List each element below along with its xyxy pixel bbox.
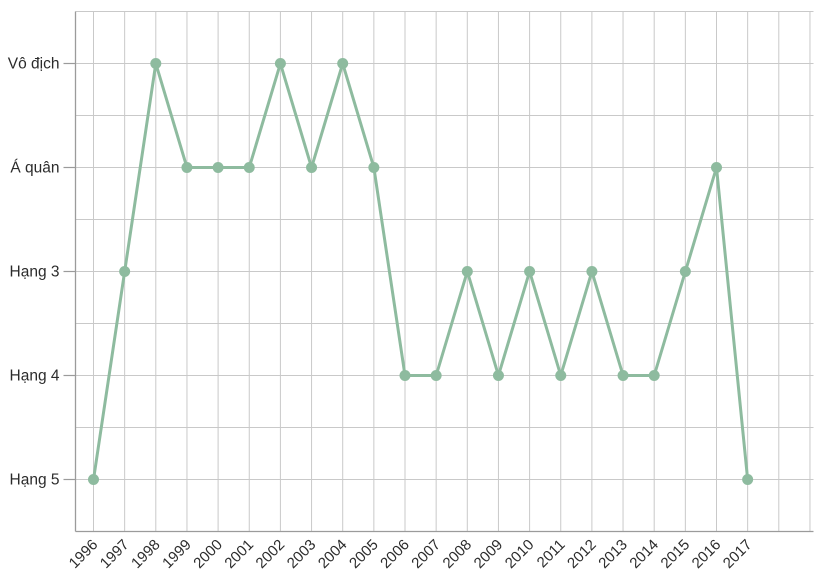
y-tick-label: Hạng 4 <box>10 368 60 385</box>
x-tick-label: 1999 <box>159 536 195 572</box>
x-tick-label: 1996 <box>66 536 102 572</box>
x-tick-label: 2013 <box>595 536 631 572</box>
data-point <box>243 162 255 173</box>
y-tick-label: Hạng 5 <box>10 472 60 489</box>
data-point <box>492 370 504 381</box>
data-point <box>88 474 99 485</box>
x-tick-label: 2011 <box>534 536 569 571</box>
x-tick-label: 2014 <box>626 536 662 572</box>
x-tick-label: 2012 <box>564 536 600 572</box>
x-tick-label: 2009 <box>471 536 507 572</box>
data-point <box>555 370 567 381</box>
grid-layer <box>75 11 814 532</box>
data-point <box>368 162 380 173</box>
x-tick-label: 2006 <box>377 536 413 572</box>
data-point <box>274 58 286 69</box>
data-point <box>524 266 536 277</box>
x-tick-label: 2005 <box>346 536 382 572</box>
x-tick-label: 2004 <box>315 536 351 572</box>
x-tick-label: 2010 <box>502 536 538 572</box>
x-tick-label: 2008 <box>440 536 476 572</box>
data-point <box>399 370 411 381</box>
y-tick-label: Á quân <box>10 160 59 177</box>
data-point <box>679 266 691 277</box>
series-layer <box>88 58 754 485</box>
x-tick-label: 2015 <box>658 536 694 572</box>
x-tick-label: 2007 <box>408 536 444 572</box>
x-tick-label: 2001 <box>221 536 257 572</box>
x-tick-label: 2000 <box>190 536 226 572</box>
data-point <box>119 266 131 277</box>
data-point <box>181 162 193 173</box>
data-point <box>617 370 629 381</box>
data-point <box>711 162 722 173</box>
x-tick-label: 2016 <box>689 536 725 572</box>
data-point <box>430 370 442 381</box>
y-tick-label: Hạng 3 <box>10 264 60 281</box>
series-line <box>92 62 750 481</box>
data-point <box>337 58 349 69</box>
y-tick-label: Vô địch <box>8 56 60 73</box>
data-point <box>461 266 473 277</box>
data-point <box>648 370 660 381</box>
x-tick-label: 2003 <box>284 536 320 572</box>
data-point <box>742 474 754 485</box>
data-point <box>306 162 318 173</box>
data-point <box>212 162 224 173</box>
x-tick-label: 2017 <box>720 536 756 572</box>
x-tick-label: 1998 <box>128 536 164 572</box>
x-tick-label: 1997 <box>97 536 133 572</box>
data-point <box>586 266 598 277</box>
x-tick-label: 2002 <box>253 536 289 572</box>
axis-layer <box>63 11 814 533</box>
data-point <box>150 58 162 69</box>
